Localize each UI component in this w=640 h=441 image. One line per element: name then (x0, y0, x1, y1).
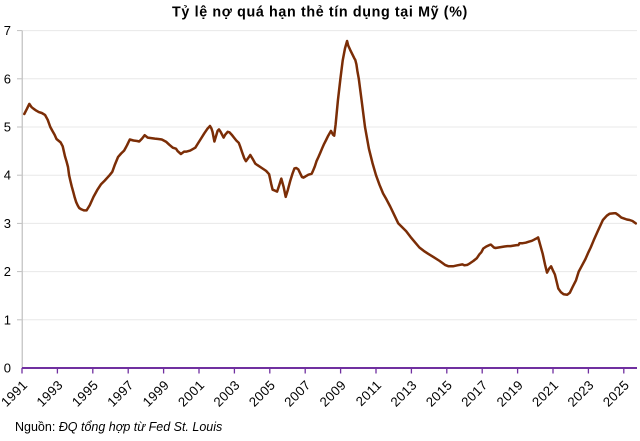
svg-text:3: 3 (4, 216, 11, 231)
svg-text:Nguồn: ĐQ tổng hợp từ Fed St.: Nguồn: ĐQ tổng hợp từ Fed St. Louis (15, 420, 222, 434)
svg-text:7: 7 (4, 23, 11, 38)
svg-text:5: 5 (4, 120, 11, 135)
svg-text:0: 0 (4, 361, 11, 376)
svg-text:2: 2 (4, 264, 11, 279)
svg-text:4: 4 (4, 168, 11, 183)
svg-text:1: 1 (4, 312, 11, 327)
svg-text:Tỷ lệ nợ quá hạn thẻ tín dụng: Tỷ lệ nợ quá hạn thẻ tín dụng tại Mỹ (%) (172, 5, 468, 21)
svg-text:6: 6 (4, 71, 11, 86)
